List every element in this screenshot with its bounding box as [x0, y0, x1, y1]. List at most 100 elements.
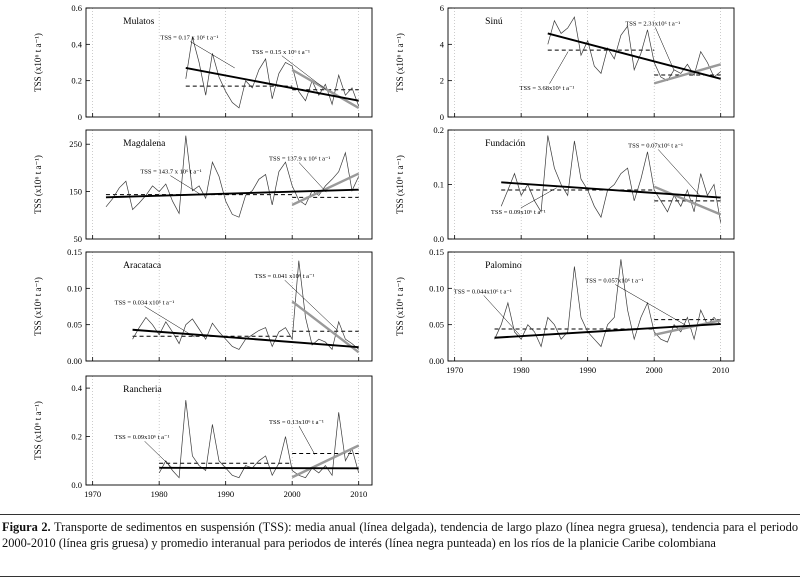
chart-panel-fundacion: 0.0 0.1 0.2 TSS = 0.07x10⁶ t a⁻¹ TSS = 0.09x… — [392, 125, 738, 251]
plot-border — [85, 7, 373, 118]
x-tick-label: 2010 — [712, 365, 729, 375]
trend-recent-line — [653, 319, 721, 337]
annotation-label: TSS = 0.17 x 10⁶ t a⁻¹ — [160, 35, 218, 42]
annual-series-line — [158, 400, 360, 479]
chart-svg: 0 2 4 6 TSS = 2.31x10⁶ t a⁻¹ TSS = 3.68x10⁶ t… — [395, 3, 735, 122]
x-tick-label: 1980 — [151, 489, 168, 499]
trend-recent-line — [291, 172, 360, 206]
y-tick-label: 0.0 — [71, 480, 82, 490]
chart-title: Rancheria — [123, 385, 162, 395]
x-tick-label: 1990 — [217, 489, 234, 499]
y-tick-label: 50 — [74, 234, 83, 244]
x-tick-label: 1970 — [446, 365, 463, 375]
x-tick-label: 1990 — [579, 365, 596, 375]
chart-svg: 50 150 250 TSS = 143.7 x 10⁶ t a⁻¹ TSS = 137… — [33, 129, 373, 244]
y-axis-label: TSS (x10⁶ t a⁻¹) — [33, 155, 43, 214]
figure-caption: Figura 2. Transporte de sedimentos en su… — [2, 519, 798, 552]
annual-series-line — [185, 37, 360, 109]
y-tick-label: 150 — [69, 187, 82, 197]
y-tick-label: 0.00 — [67, 356, 82, 366]
chart-svg: 0.00 0.05 0.10 0.15 TSS = 0.041 x10⁶ t a⁻¹ TS… — [33, 247, 373, 366]
plot-border — [85, 251, 373, 362]
y-tick-label: 0.15 — [429, 249, 444, 257]
y-tick-label: 250 — [69, 139, 82, 149]
chart-panel-sinu: 0 2 4 6 TSS = 2.31x10⁶ t a⁻¹ TSS = 3.68x10⁶ t… — [392, 3, 738, 129]
chart-panel-aracataca: 0.00 0.05 0.10 0.15 TSS = 0.041 x10⁶ t a⁻¹ TS… — [30, 247, 376, 373]
chart-panel-palomino: 0.00 0.05 0.10 0.15 1970 1980 1990 2000 2010 TSS … — [392, 247, 738, 388]
y-tick-label: 4 — [440, 39, 445, 49]
y-tick-label: 0.2 — [71, 432, 82, 442]
annotation-label: TSS = 0.09x10⁶ t a⁻¹ — [491, 209, 546, 216]
chart-svg: 0.0 0.1 0.2 TSS = 0.07x10⁶ t a⁻¹ TSS = 0.09x… — [395, 125, 735, 244]
annotation-label: TSS = 137.9 x 10⁶ t a⁻¹ — [269, 156, 330, 163]
x-tick-label: 1980 — [513, 365, 530, 375]
y-axis-label: TSS (x10⁶ t a⁻¹) — [33, 277, 43, 336]
chart-panel-rancheria: 0.0 0.2 0.4 1970 1980 1990 2000 2010 TSS = 0.09x… — [30, 373, 376, 512]
chart-title: Sinú — [485, 17, 503, 27]
y-tick-label: 0.1 — [433, 180, 444, 190]
y-tick-label: 6 — [440, 5, 444, 13]
trend-recent-line — [291, 300, 360, 354]
annotation-label: TSS = 143.7 x 10⁶ t a⁻¹ — [140, 169, 201, 176]
annotation-leader-line — [170, 175, 201, 195]
annotation-label: TSS = 0.041 x10⁶ t a⁻¹ — [255, 273, 315, 280]
annotation-label: TSS = 0.13x10⁶ t a⁻¹ — [269, 419, 324, 426]
caption-label: Figura 2. — [2, 520, 51, 534]
annotation-label: TSS = 2.31x10⁶ t a⁻¹ — [625, 20, 680, 27]
y-tick-label: 0.05 — [67, 320, 82, 330]
y-axis-label: TSS (x10⁶ t a⁻¹) — [33, 401, 43, 460]
plot-border — [447, 251, 735, 362]
annotation-label: TSS = 0.034 x10⁶ t a⁻¹ — [115, 299, 175, 306]
y-tick-label: 0.10 — [429, 283, 444, 293]
chart-title: Fundación — [485, 139, 525, 149]
chart-title: Palomino — [485, 261, 522, 271]
y-tick-label: 0.4 — [71, 39, 82, 49]
y-tick-label: 0.00 — [429, 356, 444, 366]
x-tick-label: 2000 — [646, 365, 663, 375]
annotation-label: TSS = 3.68x10⁶ t a⁻¹ — [520, 85, 575, 92]
annotation-label: TSS = 0.057x10⁶ t a⁻¹ — [585, 278, 643, 285]
annotation-leader-line — [298, 425, 316, 455]
annotation-label: TSS = 0.15 x 10⁶ t a⁻¹ — [252, 49, 310, 56]
chart-svg: 0 0.2 0.4 0.6 TSS = 0.17 x 10⁶ t a⁻¹ TSS = 0.… — [33, 3, 373, 122]
annotation-leader-line — [483, 295, 520, 336]
annotation-leader-line — [281, 55, 327, 90]
trend-recent-line — [653, 63, 722, 85]
caption-text: Transporte de sedimentos en suspensión (… — [2, 520, 799, 551]
x-tick-label: 2010 — [350, 489, 367, 499]
chart-title: Mulatos — [123, 17, 154, 27]
trend-long-line — [547, 32, 721, 80]
figure-caption-block: Figura 2. Transporte de sedimentos en su… — [0, 514, 800, 552]
y-tick-label: 0.05 — [429, 320, 444, 330]
trend-recent-line — [653, 185, 722, 216]
chart-svg: 0.00 0.05 0.10 0.15 1970 1980 1990 2000 2010 TSS … — [395, 247, 735, 375]
annotation-leader-line — [655, 27, 675, 71]
chart-title: Magdalena — [123, 139, 166, 149]
bottom-rule — [0, 576, 800, 577]
trend-long-line — [494, 322, 721, 339]
x-tick-label: 1970 — [84, 489, 101, 499]
y-tick-label: 0.2 — [433, 127, 444, 135]
annotation-leader-line — [298, 162, 327, 193]
y-tick-label: 0 — [78, 112, 82, 122]
y-tick-label: 0.4 — [71, 383, 82, 393]
annotation-leader-line — [615, 284, 686, 326]
y-axis-label: TSS (x10⁶ t a⁻¹) — [395, 155, 405, 214]
annotation-label: TSS = 0.09x10⁶ t a⁻¹ — [115, 434, 170, 441]
plot-border — [85, 129, 373, 240]
y-axis-label: TSS (x10⁶ t a⁻¹) — [395, 33, 405, 92]
y-axis-label: TSS (x10⁶ t a⁻¹) — [395, 277, 405, 336]
trend-long-line — [105, 188, 359, 199]
chart-title: Aracataca — [123, 261, 162, 271]
annotation-leader-line — [284, 279, 338, 331]
annotation-leader-line — [549, 51, 569, 84]
chart-panel-magdalena: 50 150 250 TSS = 143.7 x 10⁶ t a⁻¹ TSS = 137… — [30, 127, 376, 251]
annotation-leader-line — [144, 306, 195, 338]
x-tick-label: 2000 — [284, 489, 301, 499]
trend-long-line — [185, 67, 359, 102]
annotation-leader-line — [657, 149, 700, 196]
annotation-label: TSS = 0.07x10⁶ t a⁻¹ — [628, 142, 683, 149]
y-tick-label: 2 — [440, 76, 444, 86]
y-tick-label: 0.10 — [67, 283, 82, 293]
